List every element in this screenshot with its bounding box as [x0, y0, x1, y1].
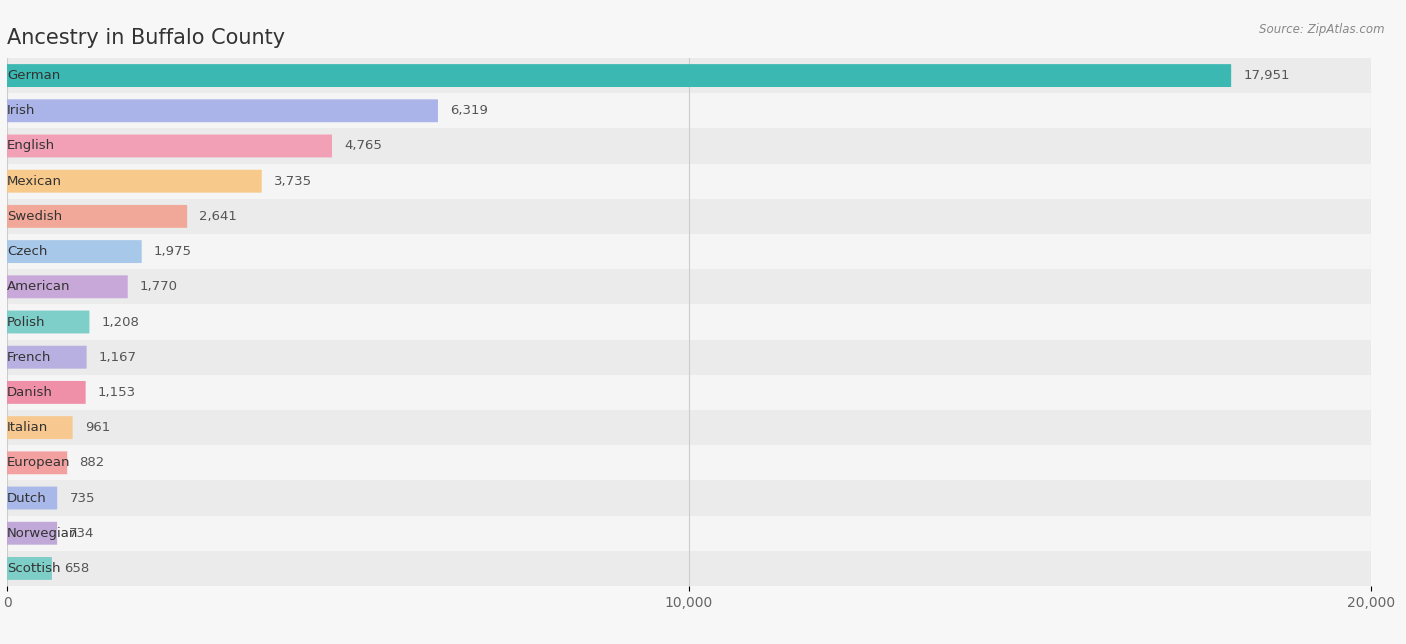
FancyBboxPatch shape	[7, 346, 87, 368]
FancyBboxPatch shape	[7, 445, 1371, 480]
FancyBboxPatch shape	[7, 516, 1371, 551]
FancyBboxPatch shape	[7, 480, 1371, 516]
FancyBboxPatch shape	[7, 170, 262, 193]
FancyBboxPatch shape	[7, 487, 58, 509]
FancyBboxPatch shape	[7, 234, 1371, 269]
Text: Irish: Irish	[7, 104, 35, 117]
FancyBboxPatch shape	[7, 381, 86, 404]
Text: Source: ZipAtlas.com: Source: ZipAtlas.com	[1260, 23, 1385, 35]
Text: 4,765: 4,765	[344, 140, 382, 153]
Text: Polish: Polish	[7, 316, 45, 328]
FancyBboxPatch shape	[7, 205, 187, 228]
Text: European: European	[7, 457, 70, 469]
Text: 735: 735	[69, 491, 96, 504]
Text: Dutch: Dutch	[7, 491, 46, 504]
Text: French: French	[7, 351, 52, 364]
FancyBboxPatch shape	[7, 93, 1371, 128]
FancyBboxPatch shape	[7, 269, 1371, 305]
FancyBboxPatch shape	[7, 305, 1371, 339]
FancyBboxPatch shape	[7, 58, 1371, 93]
FancyBboxPatch shape	[7, 375, 1371, 410]
FancyBboxPatch shape	[7, 164, 1371, 199]
Text: Mexican: Mexican	[7, 175, 62, 187]
FancyBboxPatch shape	[7, 276, 128, 298]
Text: 734: 734	[69, 527, 94, 540]
Text: Scottish: Scottish	[7, 562, 60, 575]
Text: Italian: Italian	[7, 421, 48, 434]
Text: 658: 658	[65, 562, 90, 575]
Text: Swedish: Swedish	[7, 210, 62, 223]
FancyBboxPatch shape	[7, 64, 1232, 87]
Text: 1,153: 1,153	[98, 386, 136, 399]
FancyBboxPatch shape	[7, 240, 142, 263]
Text: 17,951: 17,951	[1243, 69, 1289, 82]
Text: 2,641: 2,641	[200, 210, 238, 223]
FancyBboxPatch shape	[7, 551, 1371, 586]
Text: 6,319: 6,319	[450, 104, 488, 117]
FancyBboxPatch shape	[7, 310, 90, 334]
Text: 1,975: 1,975	[155, 245, 193, 258]
FancyBboxPatch shape	[7, 557, 52, 580]
Text: Danish: Danish	[7, 386, 53, 399]
Text: English: English	[7, 140, 55, 153]
FancyBboxPatch shape	[7, 339, 1371, 375]
FancyBboxPatch shape	[7, 451, 67, 474]
Text: Norwegian: Norwegian	[7, 527, 79, 540]
FancyBboxPatch shape	[7, 135, 332, 157]
Text: 882: 882	[80, 457, 104, 469]
FancyBboxPatch shape	[7, 410, 1371, 445]
Text: Ancestry in Buffalo County: Ancestry in Buffalo County	[7, 28, 285, 48]
FancyBboxPatch shape	[7, 416, 73, 439]
FancyBboxPatch shape	[7, 199, 1371, 234]
Text: 1,770: 1,770	[141, 280, 179, 293]
Text: Czech: Czech	[7, 245, 48, 258]
FancyBboxPatch shape	[7, 99, 437, 122]
Text: American: American	[7, 280, 70, 293]
Text: German: German	[7, 69, 60, 82]
FancyBboxPatch shape	[7, 522, 58, 545]
Text: 3,735: 3,735	[274, 175, 312, 187]
Text: 1,208: 1,208	[101, 316, 139, 328]
Text: 1,167: 1,167	[98, 351, 136, 364]
FancyBboxPatch shape	[7, 128, 1371, 164]
Text: 961: 961	[84, 421, 110, 434]
